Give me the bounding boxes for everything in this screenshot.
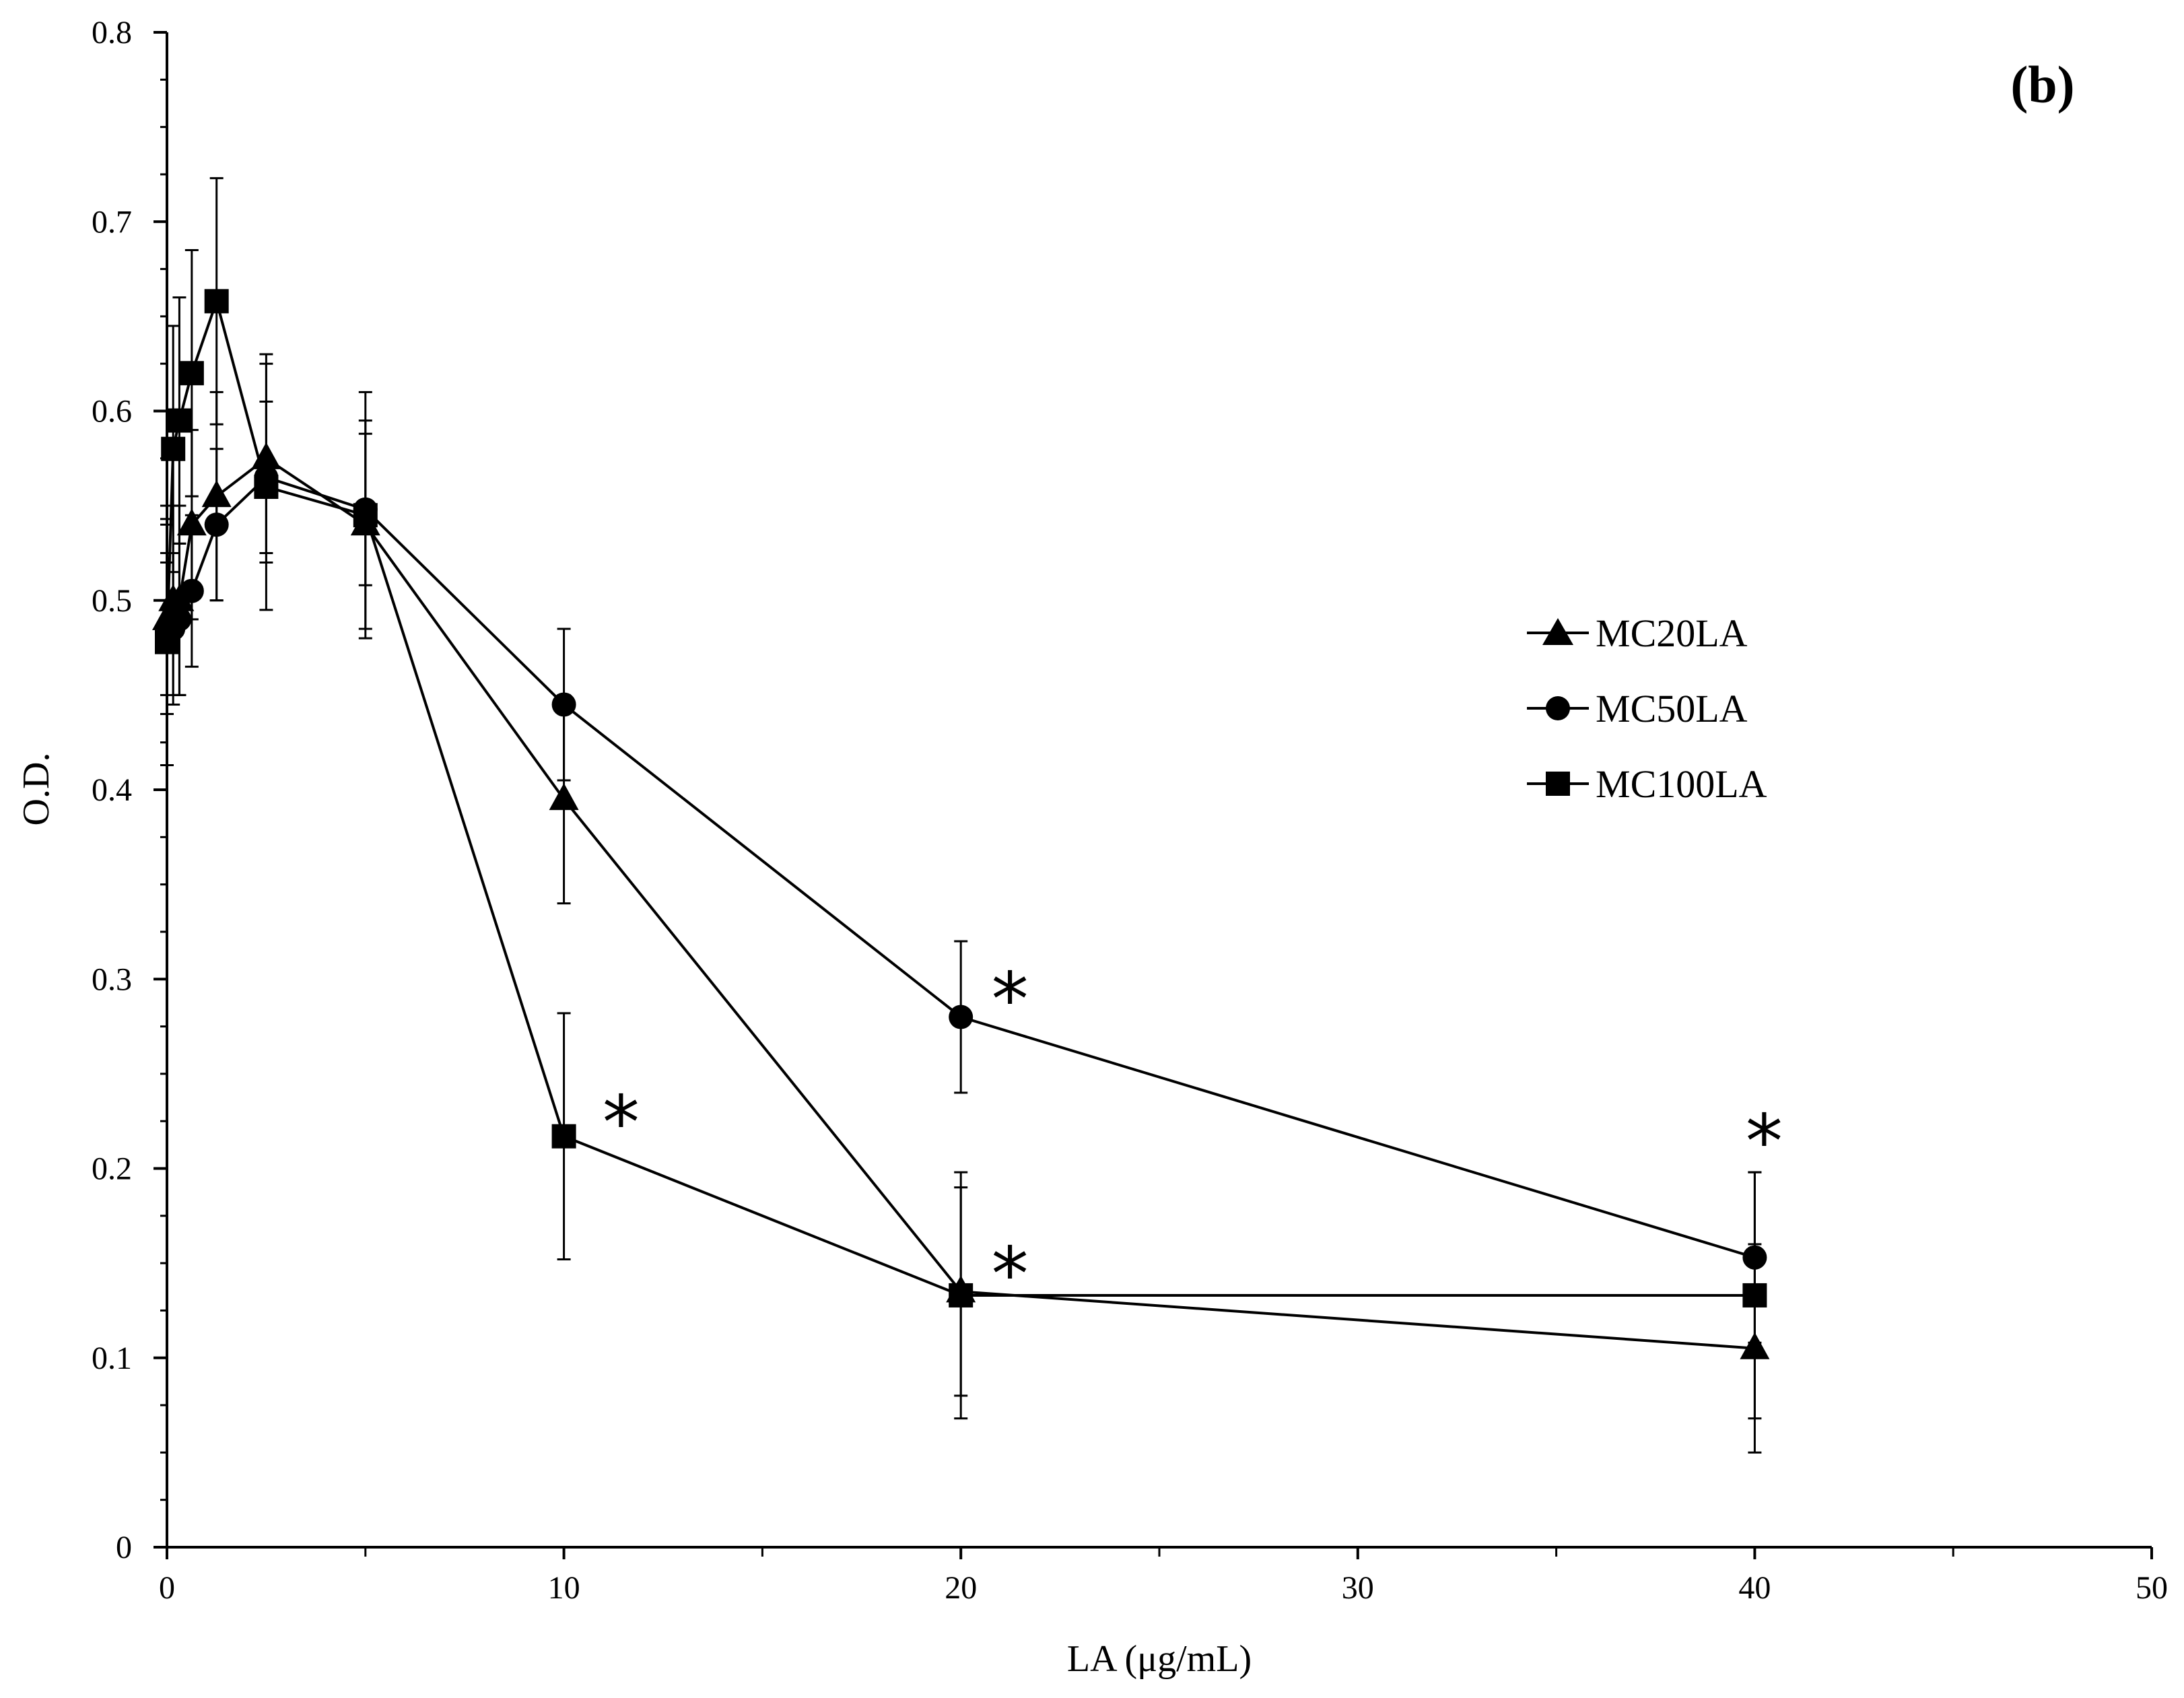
y-tick-label: 0.3 [92, 961, 132, 997]
data-point-square [161, 436, 186, 461]
legend-item-mc100la: MC100LA [1527, 762, 1767, 806]
legend-item-mc50la: MC50LA [1527, 687, 1748, 731]
data-point-square [551, 1124, 576, 1149]
legend-square-marker-icon [1546, 772, 1570, 796]
x-tick-label: 10 [548, 1570, 580, 1606]
data-point-triangle [549, 783, 579, 811]
legend-circle-marker-icon [1546, 696, 1570, 720]
legend-triangle-marker-icon [1542, 618, 1573, 645]
series-line-mc100la [166, 296, 1755, 1297]
y-tick-label: 0 [116, 1530, 132, 1565]
data-point-square [353, 503, 378, 528]
legend-label-mc50la: MC50LA [1596, 687, 1748, 731]
data-point-square [1742, 1283, 1767, 1308]
legend-label-mc100la: MC100LA [1596, 762, 1767, 806]
series-layer [152, 177, 1770, 1454]
data-point-square [949, 1283, 974, 1308]
x-tick-label: 20 [945, 1570, 977, 1606]
y-tick-label: 0.7 [92, 204, 132, 240]
y-tick-label: 0.4 [92, 772, 132, 808]
legend-item-mc20la: MC20LA [1527, 611, 1748, 655]
axis-ticks [153, 31, 2153, 1559]
data-point-square [204, 289, 229, 314]
data-point-circle [949, 1005, 974, 1029]
y-tick-label: 0.5 [92, 583, 132, 619]
data-point-circle [551, 692, 576, 717]
significance-asterisk: * [603, 1079, 640, 1165]
x-axis-label: LA (μg/mL) [1067, 1638, 1252, 1680]
x-tick-label: 50 [2136, 1570, 2168, 1606]
x-tick-label: 30 [1342, 1570, 1374, 1606]
y-tick-label: 0.1 [92, 1340, 132, 1376]
data-point-square [254, 475, 279, 499]
legend: MC20LA MC50LA MC100LA [1527, 611, 1767, 806]
axis-tick-labels: 0 10 20 30 40 50 0 0.1 0.2 0.3 0.4 0.5 0.6 0.7 0.8 [92, 15, 2168, 1606]
data-point-square [167, 408, 192, 433]
legend-label-mc20la: MC20LA [1596, 611, 1748, 655]
significance-annotations: * * * * [603, 957, 1783, 1318]
significance-asterisk: * [992, 1231, 1029, 1317]
y-tick-label: 0.8 [92, 15, 132, 50]
panel-label: (b) [2010, 55, 2074, 114]
y-axis-label: O.D. [15, 753, 57, 826]
y-tick-label: 0.2 [92, 1151, 132, 1187]
x-tick-label: 0 [159, 1570, 175, 1606]
significance-asterisk: * [1746, 1098, 1783, 1184]
significance-asterisk: * [992, 957, 1029, 1043]
series-mc100la [155, 177, 1767, 1420]
data-point-circle [204, 512, 229, 537]
y-tick-label: 0.6 [92, 394, 132, 430]
data-point-square [179, 361, 204, 386]
data-point-circle [167, 607, 192, 632]
x-tick-label: 40 [1738, 1570, 1771, 1606]
data-point-circle [179, 578, 204, 603]
data-point-square [155, 630, 179, 654]
